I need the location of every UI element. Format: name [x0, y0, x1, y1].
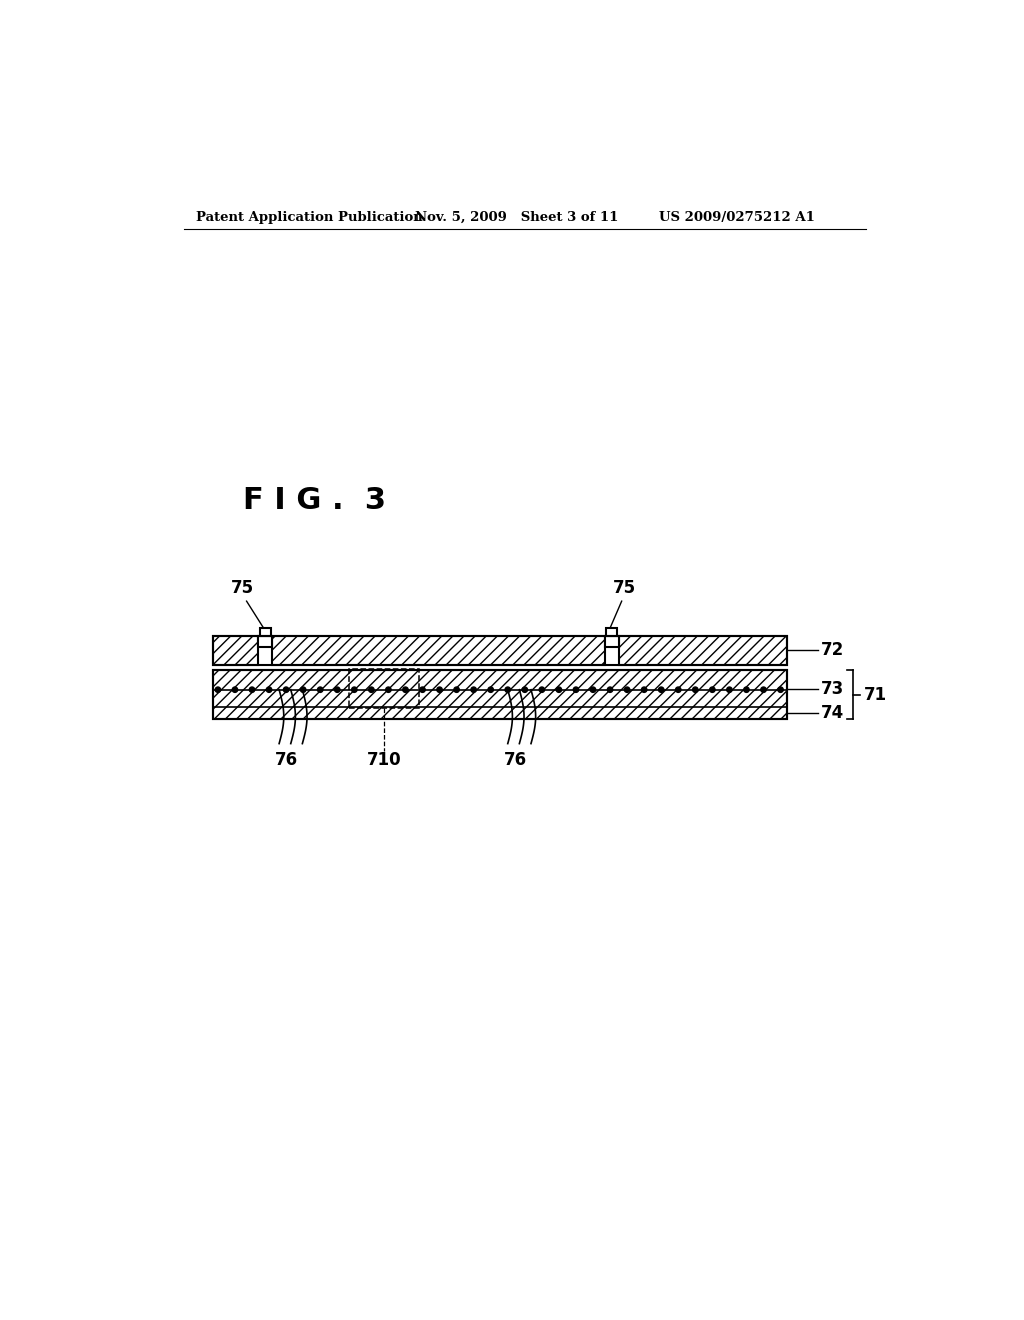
- Bar: [618, 636, 786, 665]
- Circle shape: [369, 686, 374, 693]
- Text: F I G .  3: F I G . 3: [243, 486, 386, 515]
- Text: US 2009/0275212 A1: US 2009/0275212 A1: [658, 211, 815, 224]
- Bar: [606, 628, 617, 636]
- Circle shape: [335, 686, 340, 693]
- Text: Nov. 5, 2009   Sheet 3 of 11: Nov. 5, 2009 Sheet 3 of 11: [415, 211, 618, 224]
- Text: Patent Application Publication: Patent Application Publication: [197, 211, 423, 224]
- Circle shape: [590, 686, 596, 693]
- Circle shape: [778, 686, 783, 693]
- Circle shape: [488, 686, 494, 693]
- Text: 74: 74: [821, 704, 844, 722]
- Bar: [213, 671, 786, 719]
- Circle shape: [692, 686, 698, 693]
- Circle shape: [420, 686, 425, 693]
- Bar: [260, 628, 270, 636]
- Circle shape: [710, 686, 715, 693]
- Circle shape: [437, 686, 442, 693]
- Circle shape: [607, 686, 612, 693]
- Circle shape: [641, 686, 647, 693]
- Text: 710: 710: [367, 751, 401, 770]
- Circle shape: [317, 686, 323, 693]
- Circle shape: [402, 686, 409, 693]
- Circle shape: [676, 686, 681, 693]
- Text: 71: 71: [863, 685, 887, 704]
- Text: 73: 73: [821, 680, 844, 697]
- Bar: [258, 636, 272, 647]
- Bar: [272, 636, 604, 665]
- Bar: [213, 671, 786, 719]
- Bar: [604, 636, 618, 647]
- Circle shape: [658, 686, 664, 693]
- Circle shape: [215, 686, 220, 693]
- Circle shape: [505, 686, 510, 693]
- Text: 76: 76: [275, 751, 298, 770]
- Circle shape: [761, 686, 766, 693]
- Circle shape: [284, 686, 289, 693]
- Text: 75: 75: [612, 579, 636, 598]
- Bar: [213, 636, 786, 665]
- Circle shape: [540, 686, 545, 693]
- Circle shape: [232, 686, 238, 693]
- Circle shape: [266, 686, 271, 693]
- Circle shape: [386, 686, 391, 693]
- Text: 76: 76: [504, 751, 527, 770]
- Circle shape: [625, 686, 630, 693]
- Circle shape: [300, 686, 306, 693]
- Circle shape: [743, 686, 750, 693]
- Bar: [213, 636, 258, 665]
- Bar: [349, 669, 419, 708]
- Circle shape: [351, 686, 357, 693]
- Circle shape: [249, 686, 255, 693]
- Circle shape: [522, 686, 527, 693]
- Circle shape: [556, 686, 561, 693]
- Circle shape: [573, 686, 579, 693]
- Text: 75: 75: [231, 579, 254, 598]
- Circle shape: [727, 686, 732, 693]
- Text: 72: 72: [821, 642, 844, 660]
- Circle shape: [471, 686, 476, 693]
- Circle shape: [454, 686, 460, 693]
